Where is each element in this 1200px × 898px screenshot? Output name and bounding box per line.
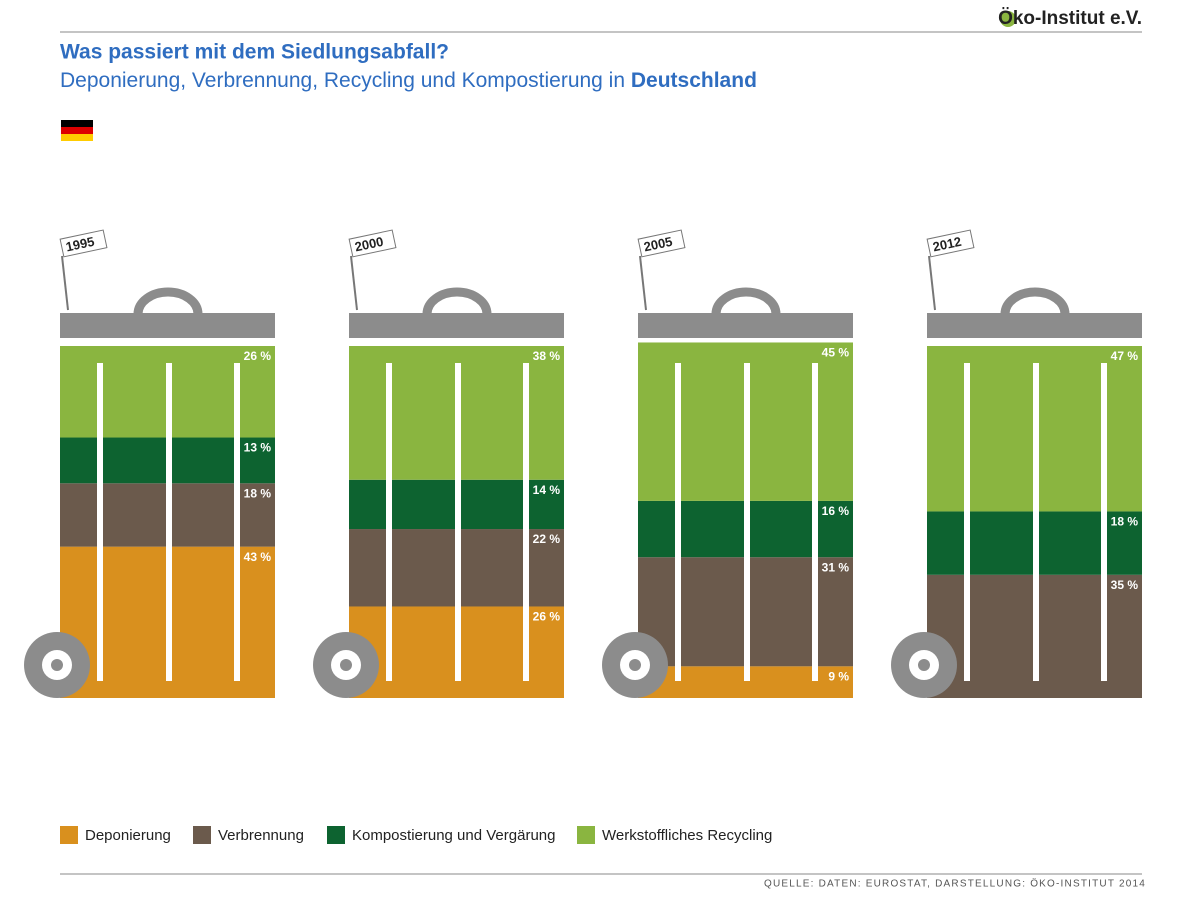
legend-label: Verbrennung (218, 827, 304, 844)
flag-pole (350, 255, 358, 311)
bin-stripe (234, 363, 240, 681)
value-label: 14 % (533, 483, 561, 497)
value-label: 47 % (1111, 349, 1139, 363)
legend-swatch (577, 826, 595, 844)
source: QUELLE: DATEN: EUROSTAT, DARSTELLUNG: ÖK… (764, 878, 1146, 890)
bin-stripe (386, 363, 392, 681)
bin-stripe (1033, 363, 1039, 681)
chart-subtitle: Deponierung, Verbrennung, Recycling und … (60, 69, 757, 92)
year-flag: 2000 (348, 229, 397, 258)
chart-title: Was passiert mit dem Siedlungsabfall? (60, 41, 449, 64)
subtitle-text: Deponierung, Verbrennung, Recycling und … (60, 69, 631, 92)
wheel-hub (918, 659, 930, 671)
bin-stripe (744, 363, 750, 681)
lid (638, 313, 853, 338)
wheel-hub (51, 659, 63, 671)
lid-handle (133, 287, 203, 315)
lid (60, 313, 275, 338)
lid-handle (1000, 287, 1070, 315)
value-label: 18 % (244, 486, 272, 500)
wheel-hub (340, 659, 352, 671)
legend-swatch (193, 826, 211, 844)
year-flag: 2012 (926, 229, 975, 258)
legend-swatch (60, 826, 78, 844)
value-label: 13 % (244, 441, 272, 455)
year-label: 1995 (64, 234, 95, 255)
bin-stripe (97, 363, 103, 681)
year-label: 2000 (353, 234, 384, 255)
flag-box (637, 229, 686, 258)
lid (927, 313, 1142, 338)
legend-label: Kompostierung und Vergärung (352, 827, 555, 844)
flag-pole (639, 255, 647, 311)
value-label: 35 % (1111, 578, 1139, 592)
subtitle-country: Deutschland (631, 69, 757, 92)
bin-stripe (675, 363, 681, 681)
year-label: 2005 (642, 234, 673, 255)
flag-pole (61, 255, 69, 311)
flag-box (59, 229, 108, 258)
year-flag: 2005 (637, 229, 686, 258)
bin-stripe (1101, 363, 1107, 681)
bin-stripe (523, 363, 529, 681)
value-label: 16 % (822, 504, 850, 518)
value-label: 43 % (244, 550, 272, 564)
lid-handle (422, 287, 492, 315)
value-label: 18 % (1111, 515, 1139, 529)
value-label: 26 % (533, 610, 561, 624)
flag-box (926, 229, 975, 258)
bin-stripe (166, 363, 172, 681)
flag-box (348, 229, 397, 258)
lid-handle (711, 287, 781, 315)
flag-pole (928, 255, 936, 311)
value-label: 45 % (822, 346, 850, 360)
value-label: 26 % (244, 349, 272, 363)
bin-stripe (812, 363, 818, 681)
flag (61, 120, 93, 141)
value-label: 38 % (533, 349, 561, 363)
year-label: 2012 (931, 234, 962, 255)
logo: Öko-Institut e.V. (998, 8, 1142, 29)
year-flag: 1995 (59, 229, 108, 258)
wheel-hub (629, 659, 641, 671)
value-label: 31 % (822, 560, 850, 574)
value-label: 9 % (828, 669, 849, 683)
bin-stripe (964, 363, 970, 681)
lid (349, 313, 564, 338)
logo-icon (1000, 11, 1016, 27)
value-label: 22 % (533, 532, 561, 546)
bin-stripe (455, 363, 461, 681)
legend-swatch (327, 826, 345, 844)
legend-label: Werkstoffliches Recycling (602, 827, 772, 844)
legend-label: Deponierung (85, 827, 171, 844)
